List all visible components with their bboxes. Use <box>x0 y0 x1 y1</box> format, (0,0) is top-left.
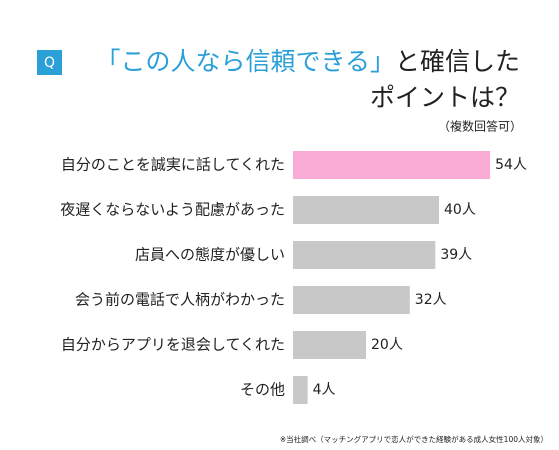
category-label: その他 <box>240 381 285 399</box>
bar <box>293 331 366 359</box>
title-badge: Q <box>44 55 55 71</box>
subtitle: （複数回答可） <box>438 119 522 134</box>
category-label: 店員への態度が優しい <box>135 246 285 264</box>
category-label: 夜遅くならないよう配慮があった <box>60 201 285 219</box>
bar <box>293 196 439 224</box>
value-label: 54人 <box>495 157 527 173</box>
category-label: 自分からアプリを退会してくれた <box>61 336 285 354</box>
value-label: 39人 <box>440 247 472 263</box>
category-label: 会う前の電話で人柄がわかった <box>75 291 285 309</box>
title-line2: ポイントは？ <box>370 83 520 112</box>
title-rest: と確信した <box>395 47 520 76</box>
title-highlight: 「この人なら信頼できる」 <box>95 47 395 76</box>
bar <box>293 151 491 179</box>
value-label: 40人 <box>444 202 476 218</box>
value-label: 4人 <box>313 382 336 398</box>
category-label: 自分のことを誠実に話してくれた <box>61 156 285 174</box>
bar <box>293 241 436 269</box>
chart-title: 「この人なら信頼できる」と確信した <box>95 47 520 76</box>
value-label: 20人 <box>371 337 403 353</box>
bar <box>293 286 410 314</box>
bar <box>293 376 308 404</box>
footnote: ※当社調べ（マッチングアプリで恋人ができた経験がある成人女性100人対象） <box>280 434 548 444</box>
value-label: 32人 <box>415 292 447 308</box>
title-badge-box <box>37 50 62 75</box>
